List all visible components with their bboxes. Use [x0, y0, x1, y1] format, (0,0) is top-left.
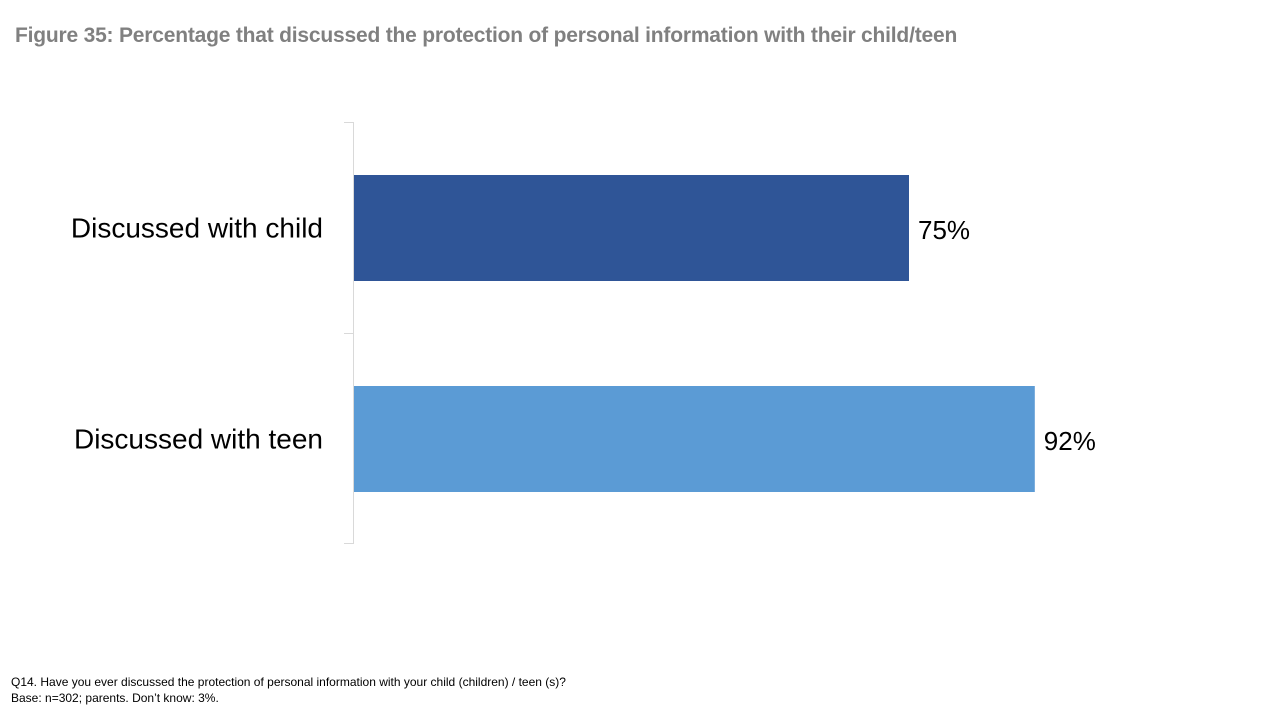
bar-chart: Discussed with child 75% Discussed with te…: [71, 122, 1096, 544]
bars-layer: Discussed with child 75% Discussed with te…: [71, 175, 1096, 492]
bar-2: [354, 386, 1035, 492]
category-label-2: Discussed with teen: [74, 424, 323, 455]
footnote: Q14. Have you ever discussed the protect…: [11, 674, 566, 706]
figure-title: Figure 35: Percentage that discussed the…: [15, 24, 958, 47]
footnote-question: Q14. Have you ever discussed the protect…: [11, 675, 566, 689]
bar-1: [354, 175, 909, 281]
value-label-2: 92%: [1044, 426, 1096, 456]
footnote-base: Base: n=302; parents. Don’t know: 3%.: [11, 691, 219, 705]
value-label-1: 75%: [918, 215, 970, 245]
category-label-1: Discussed with child: [71, 213, 323, 244]
